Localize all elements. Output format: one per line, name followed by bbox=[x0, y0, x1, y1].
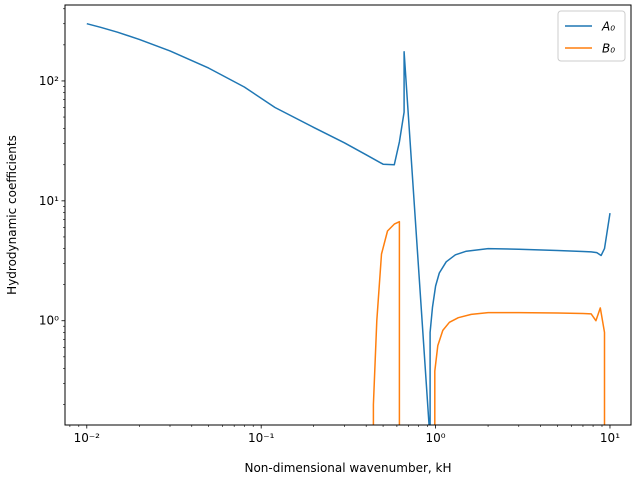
plot-background bbox=[65, 5, 631, 425]
legend-label: B₀ bbox=[602, 42, 615, 56]
plot-frame bbox=[64, 4, 632, 426]
x-tick-label: 10¹ bbox=[600, 431, 620, 445]
legend-label: A₀ bbox=[601, 20, 615, 34]
legend: A₀ B₀ bbox=[557, 10, 626, 62]
y-tick-label: 10⁰ bbox=[39, 314, 59, 328]
y-tick-label: 10² bbox=[39, 74, 59, 88]
y-tick-label: 10¹ bbox=[39, 194, 59, 208]
x-tick-label: 10⁰ bbox=[426, 431, 446, 445]
x-tick-label: 10⁻¹ bbox=[248, 431, 275, 445]
y-axis-label: Hydrodynamic coefficients bbox=[5, 135, 19, 295]
x-tick-label: 10⁻² bbox=[74, 431, 101, 445]
series-line-a0 bbox=[86, 22, 611, 425]
x-axis-label: Non-dimensional wavenumber, kH bbox=[244, 461, 451, 475]
series-line-b0 bbox=[372, 220, 606, 425]
